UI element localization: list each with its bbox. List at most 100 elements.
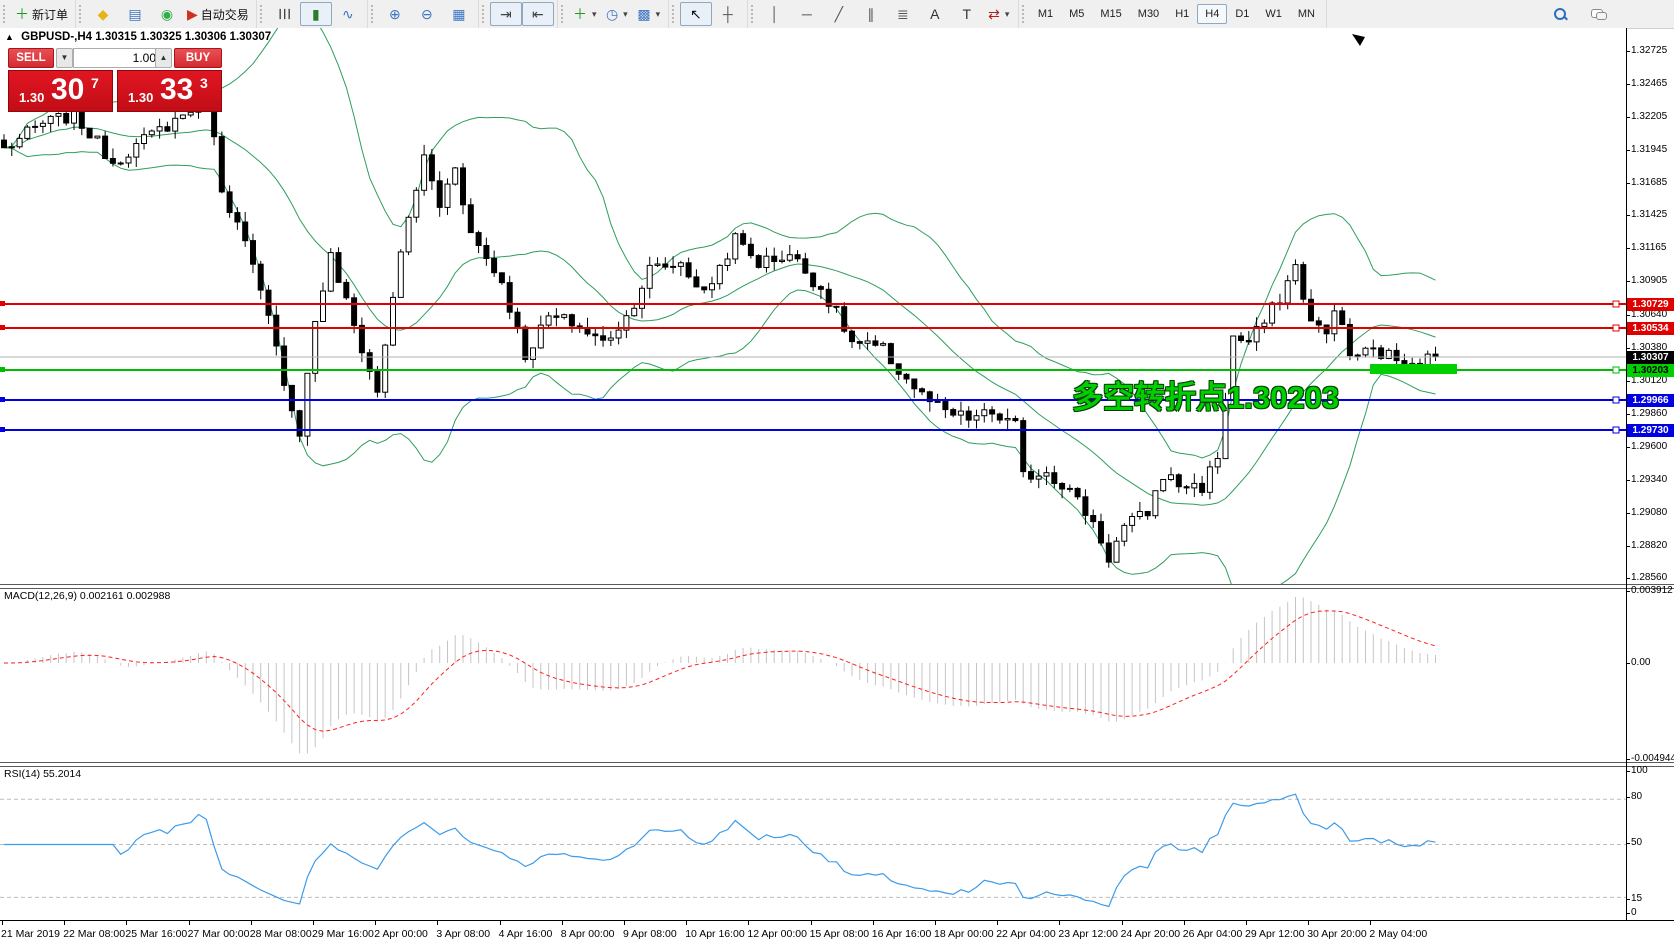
time-tick-label: 28 Mar 08:00 bbox=[249, 928, 312, 940]
zoom-out-button[interactable]: ⊖ bbox=[411, 2, 443, 26]
buy-price-panel[interactable]: 1.30 33 3 bbox=[117, 70, 222, 112]
bollinger-upper-band[interactable] bbox=[3, 28, 1436, 459]
bollinger-lower-band[interactable] bbox=[3, 147, 1436, 584]
new-order-button[interactable]: ＋新订单 bbox=[11, 2, 72, 26]
auto-scroll-button[interactable]: ⇥ bbox=[489, 2, 522, 26]
price-tick-label: 1.30380 bbox=[1631, 342, 1668, 353]
line-handle[interactable] bbox=[1612, 426, 1620, 434]
timeframe-M15-button[interactable]: M15 bbox=[1100, 8, 1122, 20]
text-label-button[interactable]: T bbox=[951, 2, 983, 26]
axis-tick bbox=[1626, 183, 1630, 184]
timeframe-M30-button[interactable]: M30 bbox=[1137, 8, 1160, 20]
crosshair-icon: ┼ bbox=[722, 6, 733, 22]
line-handle[interactable] bbox=[0, 325, 5, 330]
zoom-in-button[interactable]: ⊕ bbox=[379, 2, 411, 26]
sell-button[interactable]: SELL bbox=[8, 48, 54, 68]
periods-button[interactable]: ◷ ▾ bbox=[601, 2, 633, 26]
time-tick bbox=[935, 921, 936, 925]
time-tick-label: 2 May 04:00 bbox=[1369, 928, 1428, 940]
volume-up-button[interactable]: ▲ bbox=[155, 48, 172, 68]
axis-tick bbox=[1626, 281, 1630, 282]
macd-scale-label: 0.003912 bbox=[1631, 585, 1673, 596]
time-tick-label: 4 Apr 16:00 bbox=[498, 928, 553, 940]
line-handle[interactable] bbox=[0, 367, 5, 372]
line-handle[interactable] bbox=[1612, 324, 1620, 332]
cursor-icon: ↖ bbox=[689, 6, 702, 22]
time-tick-label: 24 Apr 20:00 bbox=[1120, 928, 1181, 940]
signals-button[interactable]: ◉ bbox=[151, 2, 183, 26]
toolbar-right bbox=[1544, 0, 1614, 28]
line-handle[interactable] bbox=[1612, 300, 1620, 308]
text-button[interactable]: A bbox=[919, 2, 951, 26]
panel-splitter-rsi[interactable] bbox=[0, 762, 1674, 767]
time-tick bbox=[1183, 921, 1185, 925]
panel-splitter-macd[interactable] bbox=[0, 584, 1674, 589]
timeframe-MN-button[interactable]: MN bbox=[1297, 8, 1315, 20]
price-badge: 1.30307 bbox=[1627, 351, 1674, 364]
line-chart-button[interactable]: ∿ bbox=[332, 2, 364, 26]
line-handle[interactable] bbox=[1612, 396, 1620, 404]
templates-button[interactable]: ▩ ▾ bbox=[633, 2, 665, 26]
crosshair-button[interactable]: ┼ bbox=[712, 2, 744, 26]
chart-shift-button[interactable]: ⇤ bbox=[521, 2, 554, 26]
time-tick bbox=[1308, 921, 1310, 925]
tile-windows-button[interactable]: ▦ bbox=[443, 2, 475, 26]
bar-chart-button[interactable]: ☰ bbox=[268, 2, 300, 26]
indicators-button[interactable]: ＋ ▾ bbox=[569, 2, 601, 26]
text-a-icon: A bbox=[930, 6, 940, 22]
dropdown-arrow-icon[interactable]: ▾ bbox=[655, 8, 661, 19]
line-handle[interactable] bbox=[1612, 366, 1620, 374]
arrows-button[interactable]: ⇄ ▾ bbox=[983, 2, 1015, 26]
dropdown-arrow-icon[interactable]: ▾ bbox=[592, 8, 597, 19]
collapse-panel-icon[interactable]: ▲ bbox=[5, 32, 14, 42]
search-button[interactable] bbox=[1544, 2, 1576, 26]
line-handle[interactable] bbox=[0, 427, 5, 432]
candlestick-chart-button[interactable]: ▮ bbox=[299, 2, 332, 26]
line-handle[interactable] bbox=[0, 301, 5, 306]
volume-down-button[interactable]: ▼ bbox=[56, 48, 73, 68]
time-axis[interactable]: 21 Mar 2019 22 Mar 08:00 25 Mar 16:00 27 Ma… bbox=[0, 921, 1674, 949]
price-tick-label: 1.32725 bbox=[1631, 45, 1668, 56]
sell-price-panel[interactable]: 1.30 30 7 bbox=[8, 70, 113, 112]
time-tick bbox=[375, 921, 377, 925]
metaeditor-button[interactable]: ◆ bbox=[87, 2, 119, 26]
volume-input[interactable] bbox=[73, 48, 163, 68]
pivot-highlight-bar[interactable] bbox=[1370, 364, 1457, 374]
fibonacci-button[interactable]: ≣ bbox=[887, 2, 919, 26]
dropdown-arrow-icon[interactable]: ▾ bbox=[1004, 8, 1010, 19]
time-tick bbox=[1246, 921, 1247, 925]
cursor-button[interactable]: ↖ bbox=[679, 2, 712, 26]
main-chart-canvas[interactable] bbox=[0, 28, 1626, 584]
time-tick bbox=[1059, 921, 1061, 925]
autotrading-button[interactable]: ▶ 自动交易 bbox=[183, 2, 253, 26]
timeframe-H4-button[interactable]: H4 bbox=[1197, 4, 1228, 24]
time-tick-label: 29 Mar 16:00 bbox=[312, 928, 374, 940]
line-handle[interactable] bbox=[0, 397, 5, 402]
vertical-line-button[interactable]: │ bbox=[759, 2, 791, 26]
price-badge: 1.30203 bbox=[1627, 364, 1674, 377]
timeframe-M5-button[interactable]: M5 bbox=[1069, 8, 1085, 20]
dropdown-arrow-icon[interactable]: ▾ bbox=[623, 8, 628, 19]
pivot-annotation-text[interactable]: 多空转折点1.30203 bbox=[1072, 380, 1340, 415]
time-tick-label: 15 Apr 08:00 bbox=[809, 928, 870, 940]
market-watch-button[interactable]: ▤ bbox=[119, 2, 151, 26]
chat-button[interactable] bbox=[1582, 2, 1614, 26]
price-tick-label: 1.31685 bbox=[1631, 177, 1668, 188]
equidistant-channel-button[interactable]: ∥ bbox=[855, 2, 887, 26]
buy-button[interactable]: BUY bbox=[174, 48, 222, 68]
bollinger-middle-band[interactable] bbox=[3, 126, 1436, 506]
timeframe-H1-button[interactable]: H1 bbox=[1175, 8, 1190, 20]
horizontal-line-button[interactable]: ─ bbox=[791, 2, 823, 26]
diamond-icon: ◆ bbox=[97, 6, 109, 22]
macd-panel-canvas[interactable] bbox=[0, 587, 1626, 762]
rsi-panel-canvas[interactable] bbox=[0, 765, 1626, 920]
timeframe-W1-button[interactable]: W1 bbox=[1265, 8, 1282, 20]
timeframe-M1-button[interactable]: M1 bbox=[1037, 8, 1054, 20]
time-tick bbox=[872, 921, 874, 925]
linechart-icon: ∿ bbox=[341, 6, 354, 22]
arrow-object[interactable] bbox=[1352, 34, 1365, 46]
zoom-in-icon: ⊕ bbox=[388, 6, 401, 22]
axis-tick bbox=[1626, 771, 1630, 772]
timeframe-D1-button[interactable]: D1 bbox=[1235, 8, 1250, 20]
trendline-button[interactable]: ╱ bbox=[823, 2, 855, 26]
